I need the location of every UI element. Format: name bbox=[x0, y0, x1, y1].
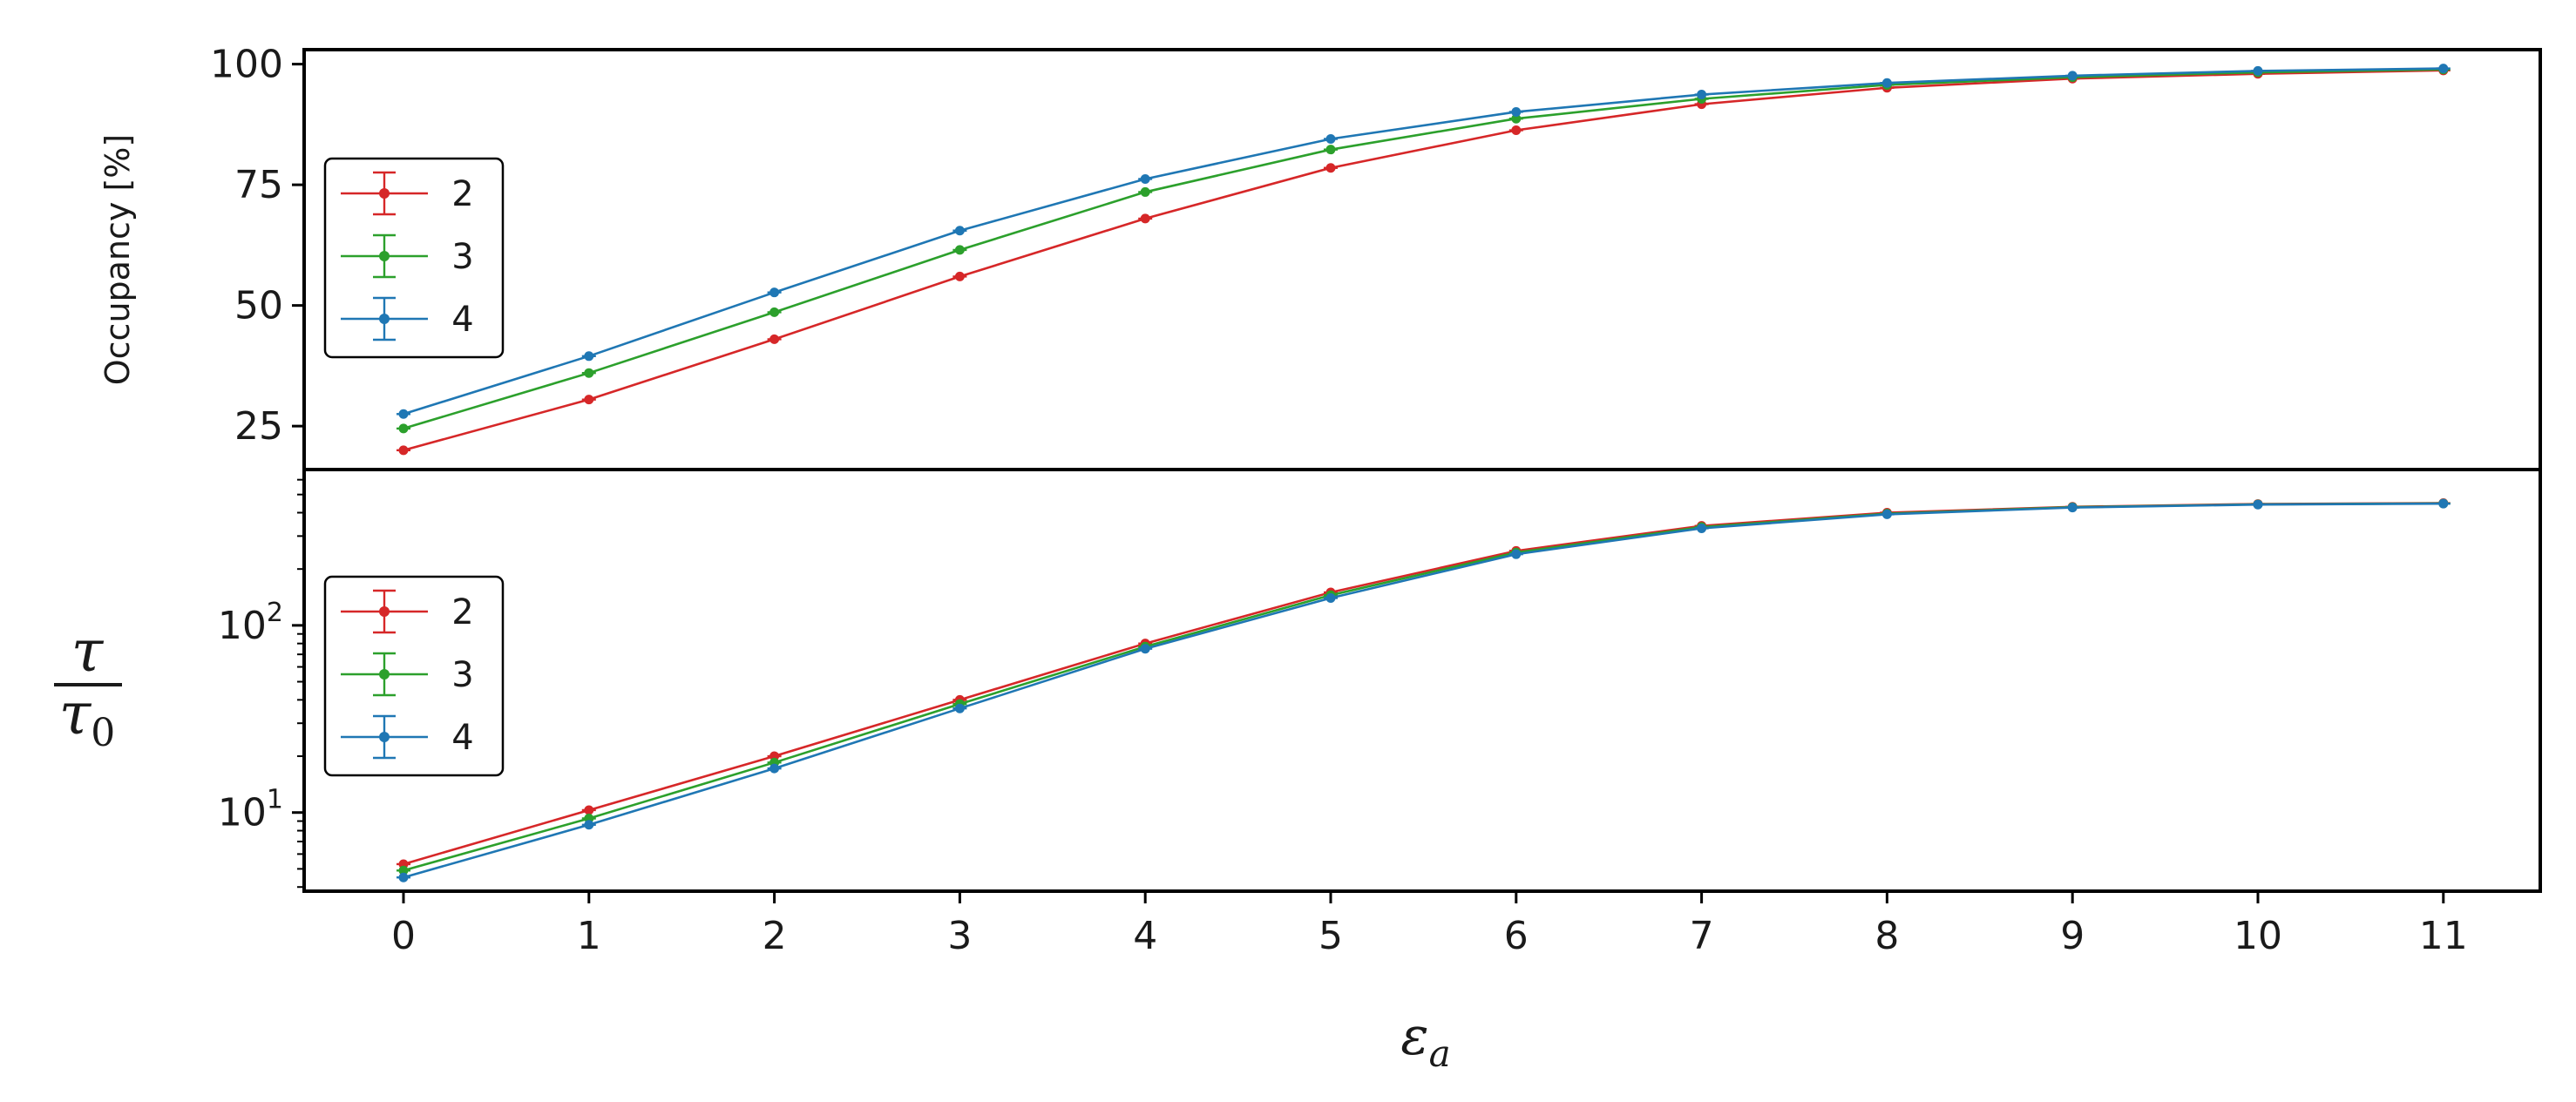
top-data-point bbox=[1881, 78, 1892, 88]
bottom-data-point bbox=[2253, 499, 2263, 510]
x-tick-label: 10 bbox=[2234, 914, 2282, 958]
bottom-data-point bbox=[398, 872, 409, 882]
top-series-line-3 bbox=[403, 68, 2444, 430]
legend-label-2: 2 bbox=[451, 174, 473, 214]
top-data-point bbox=[1140, 186, 1150, 197]
top-data-point bbox=[1511, 125, 1522, 136]
top-data-point bbox=[1140, 213, 1150, 224]
legend-marker-2 bbox=[379, 606, 390, 617]
x-axis: 0 1 2 3 4 5 6 7 8 9 10 11 bbox=[391, 891, 2468, 958]
top-series-line-2 bbox=[403, 69, 2444, 452]
bottom-data-point bbox=[1511, 549, 1522, 559]
legend-label-2: 2 bbox=[451, 592, 473, 632]
top-legend: 2 3 4 bbox=[323, 157, 505, 359]
top-data-point bbox=[2438, 64, 2449, 74]
top-data-point bbox=[769, 307, 780, 317]
bottom-series-line-4 bbox=[403, 502, 2444, 879]
top-data-point bbox=[584, 395, 594, 405]
top-data-point bbox=[954, 226, 965, 236]
bottom-data-point bbox=[1881, 509, 1892, 519]
bottom-data-point bbox=[584, 820, 594, 830]
x-tick-label: 6 bbox=[1504, 914, 1529, 958]
top-series-line-4 bbox=[403, 67, 2444, 416]
top-data-point bbox=[1697, 90, 1707, 100]
legend-marker-4 bbox=[379, 732, 390, 742]
top-data-point bbox=[1325, 133, 1336, 144]
x-axis-label: εa bbox=[1400, 1006, 1450, 1075]
legend-marker-4 bbox=[379, 314, 390, 324]
top-data-point bbox=[1511, 113, 1522, 124]
bottom-y-axis: 101 102 bbox=[218, 478, 304, 889]
top-data-point bbox=[769, 334, 780, 344]
bottom-series-line-2 bbox=[403, 502, 2444, 866]
legend-label-4: 4 bbox=[451, 300, 473, 340]
top-data-point bbox=[1140, 173, 1150, 184]
top-data-point bbox=[2067, 71, 2078, 81]
bottom-data-point bbox=[1697, 523, 1707, 533]
legend-marker-3 bbox=[379, 251, 390, 261]
bottom-data-point bbox=[2438, 498, 2449, 509]
top-data-point bbox=[769, 287, 780, 298]
top-axes-frame bbox=[302, 48, 2542, 471]
top-y-tick-label: 25 bbox=[234, 404, 283, 449]
legend-frame bbox=[323, 575, 505, 777]
bottom-y-axis-label: τ τ0 bbox=[54, 618, 122, 755]
bottom-y-tick-label: 102 bbox=[218, 598, 283, 648]
bottom-series-line-3 bbox=[403, 502, 2444, 872]
top-y-axis: 25 50 75 100 bbox=[210, 43, 304, 449]
top-data-point bbox=[954, 245, 965, 255]
bottom-data-point bbox=[584, 805, 594, 815]
x-tick-label: 8 bbox=[1874, 914, 1899, 958]
top-data-point bbox=[398, 445, 409, 456]
bottom-data-point bbox=[398, 865, 409, 876]
top-data-point bbox=[954, 271, 965, 281]
legend-frame bbox=[323, 157, 505, 359]
bottom-data-point bbox=[954, 703, 965, 713]
svg-text:τ: τ bbox=[71, 618, 105, 685]
legend-label-4: 4 bbox=[451, 718, 473, 758]
x-tick-label: 5 bbox=[1319, 914, 1343, 958]
top-y-tick-label: 50 bbox=[234, 284, 283, 328]
top-data-point bbox=[1325, 145, 1336, 155]
bottom-legend: 2 3 4 bbox=[323, 575, 505, 777]
bottom-data-point bbox=[1140, 644, 1150, 654]
x-tick-label: 3 bbox=[947, 914, 972, 958]
legend-marker-3 bbox=[379, 669, 390, 679]
bottom-y-tick-label: 101 bbox=[218, 785, 283, 835]
svg-text:τ0: τ0 bbox=[59, 680, 116, 755]
legend-label-3: 3 bbox=[451, 655, 473, 695]
x-tick-label: 1 bbox=[577, 914, 601, 958]
bottom-data-point bbox=[1325, 592, 1336, 603]
legend-marker-2 bbox=[379, 188, 390, 199]
top-data-point bbox=[398, 423, 409, 434]
x-tick-label: 0 bbox=[391, 914, 416, 958]
x-tick-label: 9 bbox=[2060, 914, 2085, 958]
bottom-data-point bbox=[2067, 503, 2078, 513]
x-tick-label: 7 bbox=[1690, 914, 1714, 958]
bottom-axes-frame bbox=[302, 468, 2542, 893]
top-data-point bbox=[584, 351, 594, 362]
top-data-point bbox=[398, 409, 409, 419]
svg-text:εa: εa bbox=[1400, 1006, 1450, 1075]
x-tick-label: 4 bbox=[1133, 914, 1157, 958]
top-data-point bbox=[1325, 163, 1336, 173]
top-plot-area bbox=[397, 64, 2451, 456]
x-tick-label: 2 bbox=[763, 914, 787, 958]
top-data-point bbox=[584, 368, 594, 378]
top-y-tick-label: 100 bbox=[210, 43, 283, 87]
top-y-axis-label: Occupancy [%] bbox=[98, 134, 137, 386]
legend-label-3: 3 bbox=[451, 237, 473, 277]
top-data-point bbox=[1511, 106, 1522, 117]
bottom-plot-area bbox=[397, 498, 2451, 882]
bottom-data-point bbox=[769, 763, 780, 774]
top-data-point bbox=[2253, 65, 2263, 76]
x-tick-label: 11 bbox=[2419, 914, 2468, 958]
top-y-tick-label: 75 bbox=[234, 163, 283, 207]
